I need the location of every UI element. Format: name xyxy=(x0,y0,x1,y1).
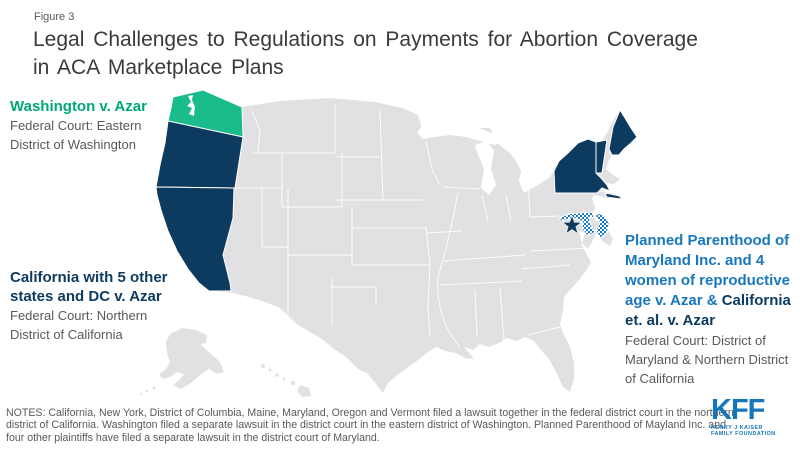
notes-line3: four other plaintiffs have filed a separ… xyxy=(6,431,380,444)
kff-logo: KFF HENRY J KAISER FAMILY FOUNDATION xyxy=(711,396,776,438)
state-maine xyxy=(608,109,638,156)
figure-title-line2: in ACA Marketplace Plans xyxy=(33,56,284,79)
great-lakes xyxy=(417,117,503,195)
washington-case-label: Washington v. Azar Federal Court: Easter… xyxy=(10,97,147,154)
california-court-line1: Federal Court: Northern xyxy=(10,308,148,323)
state-maryland xyxy=(558,211,610,239)
california-case-line1: California with 5 other xyxy=(10,269,168,286)
puget-sound xyxy=(187,95,195,116)
washington-court-line1: Federal Court: Eastern xyxy=(10,118,142,133)
maryland-case-line4: age v. Azar & California xyxy=(625,291,800,311)
us-map xyxy=(140,89,638,397)
maryland-case-line3: women of reproductive xyxy=(625,272,791,289)
long-island xyxy=(604,192,623,200)
maryland-case-line2: Maryland Inc. and 4 xyxy=(625,252,765,269)
kff-logo-sub1: HENRY J KAISER xyxy=(711,425,763,431)
figure-title: Legal Challenges to Regulations on Payme… xyxy=(33,26,698,82)
kff-logo-text: KFF xyxy=(711,394,765,426)
washington-court-line2: District of Washington xyxy=(10,137,136,152)
maryland-case-line1: Planned Parenthood of xyxy=(625,232,790,249)
california-case-label: California with 5 other states and DC v.… xyxy=(10,268,168,344)
state-hawaii xyxy=(261,364,311,397)
california-case-line2: states and DC v. Azar xyxy=(10,288,162,305)
notes: NOTES: California, New York, District of… xyxy=(6,407,734,444)
washington-case-name: Washington v. Azar xyxy=(10,98,147,115)
alaska-aleutians xyxy=(140,386,156,395)
state-vermont xyxy=(595,139,608,174)
notes-line1: NOTES: California, New York, District of… xyxy=(6,407,734,419)
dc-star-icon xyxy=(562,215,582,234)
maryland-court-line2: Maryland & Northern District xyxy=(625,352,789,367)
maryland-court-line1: Federal Court: District of xyxy=(625,333,766,348)
lake-superior xyxy=(417,117,503,145)
california-court-line2: District of California xyxy=(10,327,123,342)
maryland-case-line4-navy: California xyxy=(721,292,791,309)
maryland-case-line5: et. al. v. Azar xyxy=(625,312,716,329)
maryland-main xyxy=(558,211,596,237)
notes-line2: district of California. Washington filed… xyxy=(6,419,726,432)
state-borders xyxy=(234,105,589,348)
state-alaska xyxy=(159,328,224,389)
maryland-case-line4-blue: age v. Azar & xyxy=(625,292,722,309)
figure-number: Figure 3 xyxy=(34,11,75,23)
maryland-eastern-shore xyxy=(595,212,610,239)
us-mainland xyxy=(156,90,637,393)
kff-logo-sub2: FAMILY FOUNDATION xyxy=(711,431,776,438)
state-california xyxy=(155,186,235,292)
lake-michigan xyxy=(475,141,496,195)
figure-title-line1: Legal Challenges to Regulations on Payme… xyxy=(33,28,698,51)
maryland-court-line3: of California xyxy=(625,371,695,386)
maryland-case-label: Planned Parenthood of Maryland Inc. and … xyxy=(625,231,800,388)
